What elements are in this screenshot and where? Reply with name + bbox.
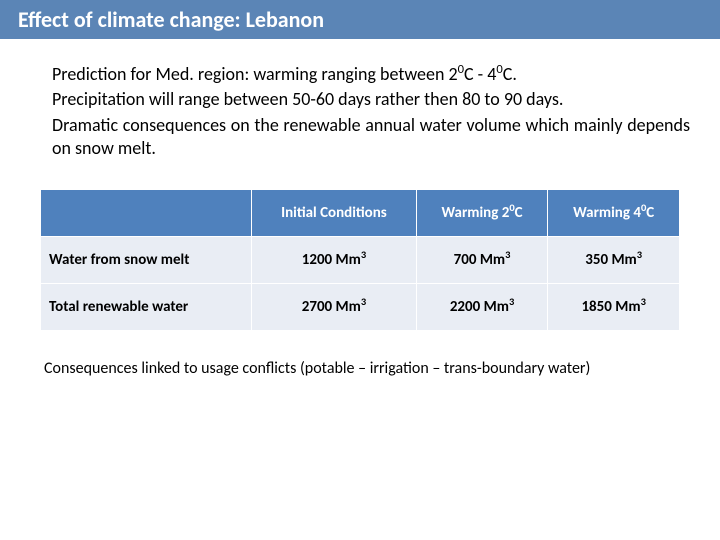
table-cell: 1200 Mm3: [252, 236, 417, 283]
table-row: Water from snow melt 1200 Mm3 700 Mm3 35…: [41, 236, 680, 283]
slide-title: Effect of climate change: Lebanon: [0, 0, 720, 39]
bullet-text: Prediction for Med. region: warming rang…: [52, 63, 690, 86]
table-header-row: Initial Conditions Warming 20C Warming 4…: [41, 189, 680, 236]
table-cell: 350 Mm3: [548, 236, 680, 283]
row-label: Water from snow melt: [41, 236, 252, 283]
table-cell: 1850 Mm3: [548, 283, 680, 330]
column-header: [41, 189, 252, 236]
table-cell: 2200 Mm3: [416, 283, 548, 330]
footnote: Consequences linked to usage conflicts (…: [0, 359, 720, 378]
table-row: Total renewable water 2700 Mm3 2200 Mm3 …: [41, 283, 680, 330]
bullet-item: Prediction for Med. region: warming rang…: [34, 63, 690, 86]
table-cell: 700 Mm3: [416, 236, 548, 283]
bullet-list: Prediction for Med. region: warming rang…: [0, 39, 720, 181]
bullet-text: Dramatic consequences on the renewable a…: [52, 114, 690, 161]
column-header: Warming 20C: [416, 189, 548, 236]
bullet-item: Precipitation will range between 50-60 d…: [34, 88, 690, 111]
data-table: Initial Conditions Warming 20C Warming 4…: [40, 189, 680, 331]
column-header: Initial Conditions: [252, 189, 417, 236]
row-label: Total renewable water: [41, 283, 252, 330]
table-cell: 2700 Mm3: [252, 283, 417, 330]
bullet-item: Dramatic consequences on the renewable a…: [34, 114, 690, 161]
column-header: Warming 40C: [548, 189, 680, 236]
bullet-text: Precipitation will range between 50-60 d…: [52, 88, 690, 111]
